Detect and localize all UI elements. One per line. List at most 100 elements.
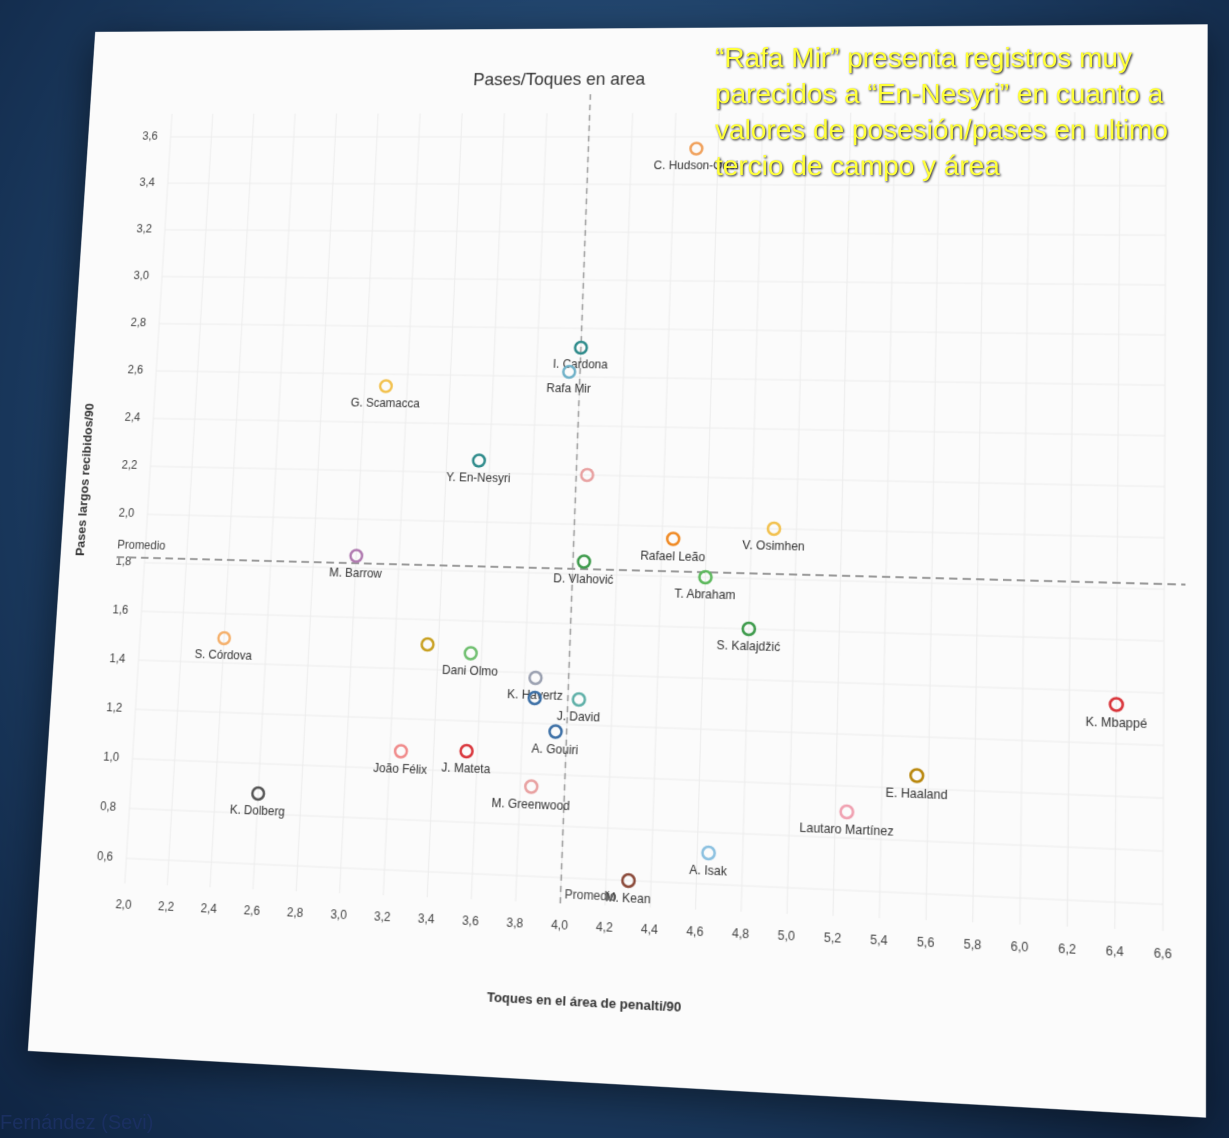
y-tick-label: 2,2 [121, 460, 137, 472]
point-label: T. Abraham [674, 588, 735, 602]
y-tick-label: 3,6 [142, 131, 158, 142]
x-tick-label: 6,2 [1058, 943, 1076, 957]
y-tick-label: 1,6 [112, 604, 128, 617]
point-label: K. Havertz [507, 689, 563, 703]
y-tick-label: 1,8 [115, 556, 131, 568]
point [380, 380, 392, 392]
point-label: S. Kalajdžić [716, 640, 780, 655]
point-label: J. Mateta [441, 762, 491, 776]
point-label: G. Scamacca [350, 397, 420, 410]
y-tick-label: 1,4 [109, 653, 126, 666]
point-label: A. Gouiri [531, 743, 578, 757]
point-label: A. Isak [689, 864, 727, 879]
y-tick-label: 2,6 [127, 365, 143, 377]
x-tick-label: 6,0 [1011, 941, 1029, 955]
x-tick-label: 2,6 [243, 905, 260, 918]
x-tick-label: 2,8 [287, 907, 304, 920]
point [394, 744, 408, 759]
point-label: V. Osimhen [742, 540, 805, 554]
x-tick-label: 2,4 [200, 903, 217, 916]
point-label: S. Córdova [194, 649, 253, 663]
point [525, 780, 537, 793]
point-label: M. Greenwood [491, 797, 570, 813]
y-axis-label: Pases largos recibidos/90 [74, 403, 97, 556]
x-tick-label: 5,4 [870, 934, 888, 948]
point-label: M. Kean [605, 892, 651, 907]
annotation: “Rafa Mir” presenta registros muy pareci… [715, 42, 1168, 181]
x-tick-label: 4,8 [732, 928, 750, 942]
point [421, 638, 433, 650]
x-tick-label: 3,6 [462, 915, 479, 929]
grid-line [162, 277, 1165, 285]
point-label: K. Mbappé [1085, 716, 1147, 731]
point [465, 647, 477, 659]
x-tick-label: 3,4 [418, 913, 436, 927]
average-label: Promedio [564, 889, 616, 904]
x-tick-label: 4,6 [686, 926, 704, 940]
average-label: Promedio [117, 540, 166, 553]
grid-line [165, 230, 1166, 235]
grid-line [144, 563, 1164, 590]
grid-line [153, 418, 1164, 435]
point-label: João Félix [373, 762, 427, 777]
grid-line [135, 709, 1163, 745]
y-tick-label: 1,2 [106, 702, 123, 715]
point-label: Rafa Mir [546, 383, 591, 396]
chart: Pases/Toques en area Toques en el área d… [74, 69, 1208, 1015]
point-label: Lautaro Martínez [799, 822, 894, 839]
point [910, 769, 923, 782]
y-tick-label: 3,2 [136, 224, 152, 236]
chart-card: Pases/Toques en area Toques en el área d… [27, 24, 1208, 1118]
x-tick-label: 3,8 [506, 917, 523, 931]
x-tick-label: 6,6 [1154, 948, 1172, 962]
x-tick-label: 6,4 [1106, 945, 1125, 959]
x-tick-label: 5,0 [778, 930, 796, 944]
grid-line [150, 466, 1164, 486]
point [529, 672, 541, 684]
y-tick-label: 3,4 [139, 177, 156, 189]
x-tick-label: 5,2 [824, 932, 842, 946]
point-label: C. Hudson-Odoi [654, 160, 739, 172]
x-tick-label: 3,2 [374, 911, 391, 925]
point [573, 693, 585, 706]
x-tick-label: 5,6 [917, 937, 935, 951]
x-tick-label: 2,2 [158, 901, 175, 914]
point-label: D. Vlahović [553, 573, 614, 587]
point [549, 725, 561, 738]
grid-line [132, 759, 1163, 798]
footer: Fernández (Sevi) [0, 1112, 154, 1134]
point-label: E. Haaland [885, 787, 947, 802]
point [667, 533, 679, 545]
y-tick-label: 2,0 [118, 508, 134, 520]
y-tick-label: 0,8 [100, 801, 117, 814]
x-tick-label: 5,8 [964, 939, 982, 953]
point [690, 143, 702, 154]
y-tick-label: 3,0 [133, 270, 149, 282]
grid-line [147, 514, 1164, 537]
x-tick-label: 2,0 [115, 899, 132, 912]
x-tick-label: 4,4 [641, 924, 659, 938]
x-tick-label: 4,2 [596, 921, 613, 935]
point [840, 805, 853, 818]
point-label: Dani Olmo [442, 664, 498, 678]
point-label: K. Dolberg [230, 804, 285, 819]
x-tick-label: 4,0 [551, 919, 568, 933]
y-tick-label: 2,4 [124, 412, 141, 424]
y-tick-label: 1,0 [103, 751, 120, 764]
grid-line [159, 324, 1165, 335]
x-tick-label: 3,0 [330, 909, 347, 922]
point [702, 846, 715, 859]
grid-line [156, 371, 1165, 385]
y-tick-label: 0,6 [97, 851, 114, 864]
point [577, 554, 592, 569]
x-axis-label: Toques en el área de penalti/90 [487, 990, 682, 1015]
grid-line [138, 660, 1163, 693]
point-label: I. Cardona [553, 359, 609, 372]
point [473, 455, 485, 467]
y-tick-label: 2,8 [130, 317, 146, 329]
point-label: M. Barrow [329, 567, 383, 581]
point-label: Y. En-Nesyri [446, 472, 511, 486]
chart-title: Pases/Toques en area [473, 69, 646, 89]
point [460, 745, 472, 758]
